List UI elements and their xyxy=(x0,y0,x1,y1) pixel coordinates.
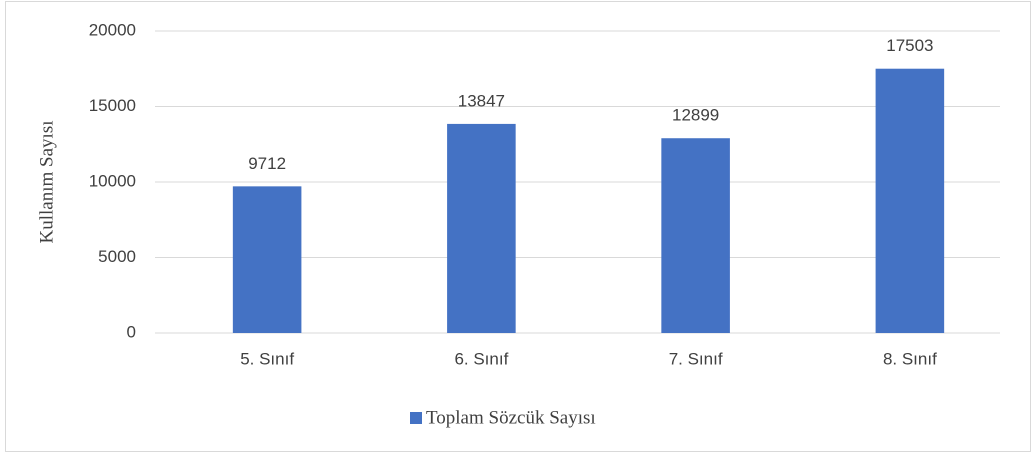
data-label: 17503 xyxy=(886,36,933,55)
bar xyxy=(661,138,730,333)
y-tick-label: 20000 xyxy=(89,20,136,39)
x-tick-label: 6. Sınıf xyxy=(454,349,508,368)
bar xyxy=(232,186,302,333)
data-label: 13847 xyxy=(458,91,505,110)
data-label: 9712 xyxy=(248,154,286,173)
y-tick-label: 5000 xyxy=(98,247,136,266)
legend-swatch xyxy=(410,412,422,424)
x-tick-label: 7. Sınıf xyxy=(669,349,723,368)
y-axis-label: Kullanım Sayısı xyxy=(36,121,57,244)
chart-border xyxy=(5,1,1031,452)
x-tick-label: 5. Sınıf xyxy=(240,349,294,368)
bar xyxy=(447,123,516,333)
y-tick-label: 0 xyxy=(127,322,136,341)
bar xyxy=(875,68,945,333)
x-tick-label: 8. Sınıf xyxy=(883,349,937,368)
data-label: 12899 xyxy=(672,106,719,125)
legend-label: Toplam Sözcük Sayısı xyxy=(426,407,596,428)
y-tick-label: 10000 xyxy=(89,171,136,190)
y-tick-label: 15000 xyxy=(89,96,136,115)
